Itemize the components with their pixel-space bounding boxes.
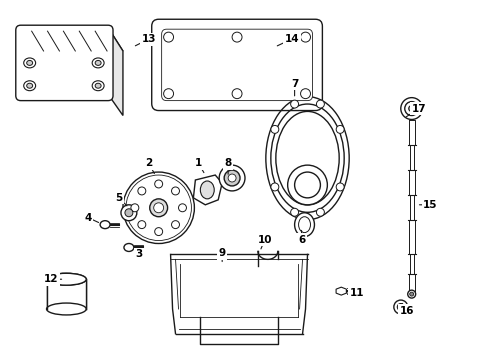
Ellipse shape	[228, 174, 236, 182]
Polygon shape	[409, 255, 413, 274]
Ellipse shape	[46, 273, 86, 285]
Ellipse shape	[122, 172, 194, 243]
Text: 14: 14	[284, 34, 298, 44]
Ellipse shape	[290, 100, 298, 108]
FancyBboxPatch shape	[162, 29, 312, 100]
Polygon shape	[409, 195, 413, 220]
Polygon shape	[20, 29, 109, 96]
Ellipse shape	[121, 205, 137, 221]
Polygon shape	[408, 220, 414, 255]
Ellipse shape	[131, 204, 139, 212]
Ellipse shape	[396, 303, 404, 310]
Polygon shape	[408, 274, 414, 294]
Text: 15: 15	[423, 200, 437, 210]
Polygon shape	[335, 287, 346, 295]
Ellipse shape	[408, 105, 414, 112]
Text: 16: 16	[399, 306, 413, 316]
Ellipse shape	[153, 203, 163, 213]
Ellipse shape	[409, 292, 413, 296]
Ellipse shape	[27, 60, 33, 66]
Ellipse shape	[46, 303, 86, 315]
Ellipse shape	[336, 125, 344, 133]
Text: 13: 13	[141, 34, 156, 44]
Text: 9: 9	[218, 248, 225, 258]
Text: 5: 5	[115, 193, 122, 203]
Ellipse shape	[393, 300, 407, 314]
Ellipse shape	[138, 187, 145, 195]
Polygon shape	[408, 121, 414, 145]
Ellipse shape	[124, 209, 133, 217]
Ellipse shape	[300, 32, 310, 42]
Ellipse shape	[270, 125, 278, 133]
Ellipse shape	[46, 273, 86, 285]
Ellipse shape	[232, 89, 242, 99]
Ellipse shape	[123, 243, 134, 251]
Ellipse shape	[294, 213, 314, 237]
Text: 11: 11	[349, 288, 364, 298]
Ellipse shape	[154, 180, 163, 188]
Ellipse shape	[336, 183, 344, 191]
Text: 3: 3	[135, 249, 142, 260]
FancyBboxPatch shape	[16, 25, 113, 100]
Polygon shape	[409, 145, 413, 170]
Text: 8: 8	[224, 158, 231, 168]
Text: 7: 7	[290, 79, 298, 89]
Ellipse shape	[154, 228, 163, 235]
Ellipse shape	[171, 221, 179, 229]
Ellipse shape	[316, 208, 324, 216]
Ellipse shape	[149, 199, 167, 217]
Polygon shape	[170, 255, 307, 334]
Ellipse shape	[316, 100, 324, 108]
Ellipse shape	[92, 58, 104, 68]
Text: 4: 4	[84, 213, 92, 223]
Ellipse shape	[171, 187, 179, 195]
Ellipse shape	[294, 172, 320, 198]
Ellipse shape	[287, 165, 326, 205]
Polygon shape	[20, 29, 122, 51]
Ellipse shape	[95, 83, 101, 88]
Ellipse shape	[138, 221, 145, 229]
Ellipse shape	[100, 221, 110, 229]
Ellipse shape	[24, 58, 36, 68]
Ellipse shape	[163, 32, 173, 42]
Ellipse shape	[270, 183, 278, 191]
Text: 6: 6	[297, 234, 305, 244]
Ellipse shape	[24, 81, 36, 91]
Ellipse shape	[163, 89, 173, 99]
Text: 2: 2	[145, 158, 152, 168]
Text: 17: 17	[410, 104, 425, 113]
Ellipse shape	[200, 181, 214, 199]
Ellipse shape	[219, 165, 244, 191]
Text: 1: 1	[194, 158, 202, 168]
Polygon shape	[193, 175, 222, 205]
Ellipse shape	[95, 60, 101, 66]
FancyBboxPatch shape	[151, 19, 322, 111]
Ellipse shape	[224, 170, 240, 186]
Polygon shape	[46, 279, 86, 309]
Ellipse shape	[232, 32, 242, 42]
Ellipse shape	[400, 98, 422, 120]
Ellipse shape	[27, 83, 33, 88]
Polygon shape	[408, 170, 414, 195]
Text: 12: 12	[44, 274, 59, 284]
Ellipse shape	[407, 290, 415, 298]
Ellipse shape	[92, 81, 104, 91]
Ellipse shape	[300, 89, 310, 99]
Ellipse shape	[290, 208, 298, 216]
Ellipse shape	[404, 102, 418, 116]
Ellipse shape	[178, 204, 186, 212]
Polygon shape	[109, 29, 122, 116]
Text: 10: 10	[257, 234, 271, 244]
